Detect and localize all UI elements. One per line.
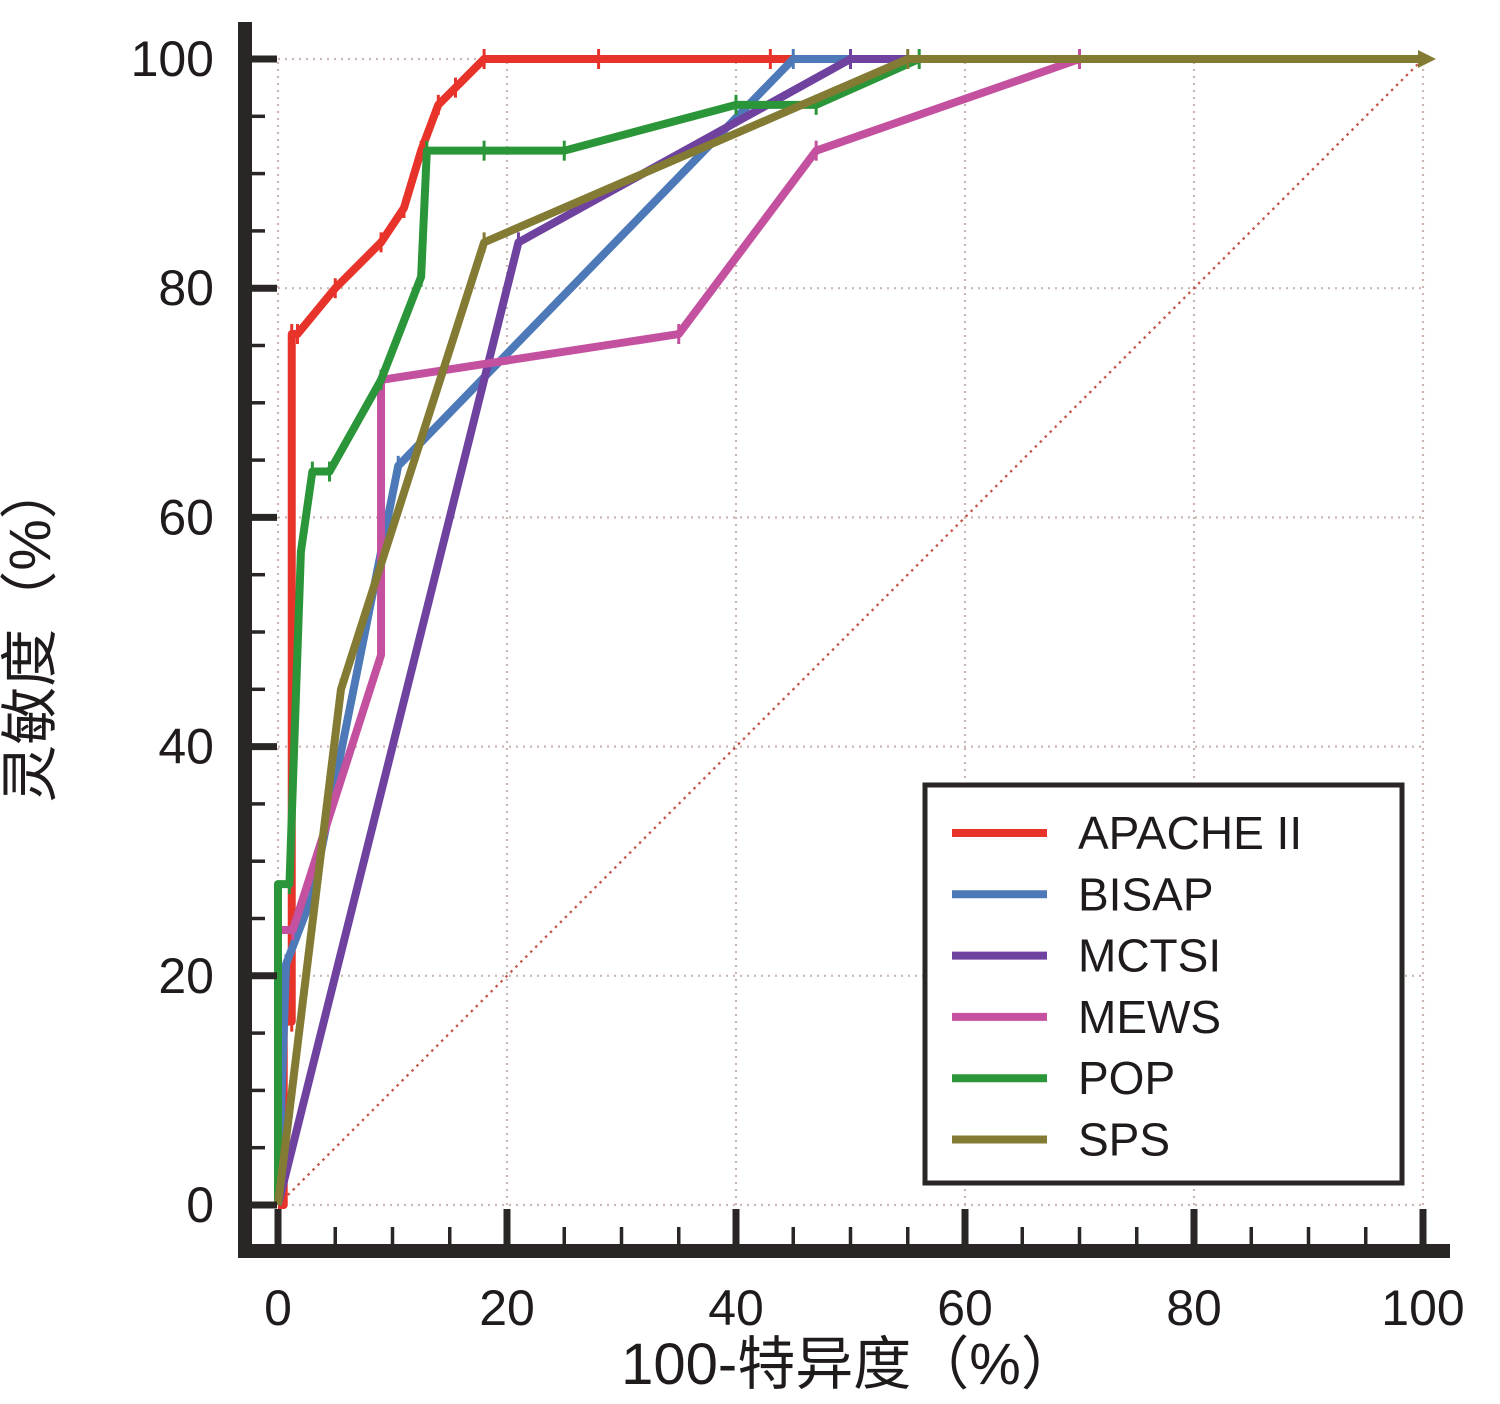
x-tick-label-0: 0	[264, 1280, 292, 1336]
legend-item-bisap: BISAP	[952, 868, 1214, 920]
x-tick-label-40: 40	[708, 1280, 764, 1336]
legend-label-mctsi: MCTSI	[1078, 930, 1221, 982]
y-tick-label-80: 80	[158, 260, 214, 316]
legend-label-bisap: BISAP	[1078, 868, 1214, 920]
x-tick-label-20: 20	[479, 1280, 535, 1336]
legend-box	[922, 782, 1405, 1186]
x-tick-label-60: 60	[937, 1280, 993, 1336]
y-tick-label-40: 40	[158, 719, 214, 775]
y-tick-label-0: 0	[186, 1177, 214, 1233]
legend-item-mctsi: MCTSI	[952, 930, 1221, 982]
x-axis-title: 100-特异度（%）	[621, 1332, 1079, 1397]
y-tick-label-100: 100	[131, 31, 214, 87]
legend-label-pop: POP	[1078, 1052, 1175, 1104]
y-tick-label-60: 60	[158, 489, 214, 545]
roc-curve-pop	[274, 49, 1423, 1205]
legend-label-sps: SPS	[1078, 1114, 1170, 1166]
y-axis-title: 灵敏度（%）	[0, 461, 63, 803]
legend-label-mews: MEWS	[1078, 991, 1221, 1043]
legend-item-mews: MEWS	[952, 991, 1221, 1043]
roc-curve-sps	[274, 49, 1423, 1206]
x-tick-label-100: 100	[1381, 1280, 1464, 1336]
legend-item-pop: POP	[952, 1052, 1175, 1104]
x-tick-label-80: 80	[1166, 1280, 1222, 1336]
legend-item-sps: SPS	[952, 1114, 1170, 1166]
tick-layer	[252, 55, 1427, 1244]
legend: APACHE II BISAP MCTSI MEWS POP SPS	[922, 782, 1405, 1186]
tick-label-layer: 0 20 40 60 80 100 0 20 40 60 80 100	[131, 31, 1465, 1336]
curve-layer	[274, 49, 1436, 1209]
x-axis-spine	[238, 1244, 1450, 1258]
endpoint-arrow	[1418, 50, 1436, 68]
y-tick-label-20: 20	[158, 948, 214, 1004]
legend-item-apache-ii: APACHE II	[952, 807, 1302, 859]
legend-label-apache-ii: APACHE II	[1078, 807, 1302, 859]
y-axis-spine	[238, 22, 252, 1258]
